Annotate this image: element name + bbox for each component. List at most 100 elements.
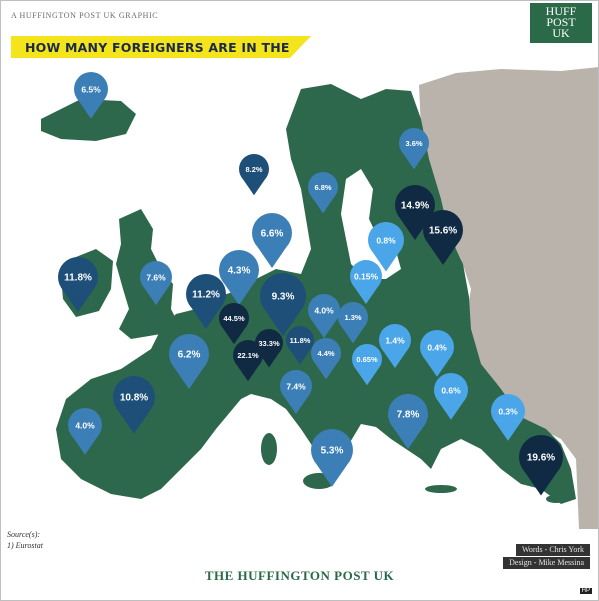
map-pin: 11.8%: [58, 257, 98, 312]
map-pin-head: [311, 429, 353, 471]
map-pin-head: [286, 326, 314, 354]
map-pin-head: [74, 72, 108, 106]
map-pin: 0.3%: [491, 394, 525, 441]
map-pin-head: [308, 172, 338, 202]
map-pin: 4.3%: [219, 250, 259, 305]
map-pin-label: 10.8%: [120, 393, 148, 404]
map-pin: 1.4%: [379, 324, 411, 368]
map-pin-label: 0.4%: [427, 342, 447, 352]
publication-name: THE HUFFINGTON POST UK: [204, 568, 395, 583]
map-pin-label: 7.6%: [146, 272, 166, 282]
map-pin-label: 6.8%: [314, 183, 331, 192]
map-pin-label: 11.8%: [290, 336, 311, 345]
map-pin-head: [113, 376, 155, 418]
map-pin-label: 3.6%: [405, 139, 422, 148]
map-pin-head: [491, 394, 525, 428]
map-pin-head: [169, 334, 209, 374]
credit-words: Words - Chris York: [515, 544, 590, 556]
logo-line: HUFF: [545, 4, 577, 18]
map-pin-head: [239, 154, 269, 184]
map-pin-label: 4.0%: [75, 420, 95, 430]
pins-layer: 6.5% 8.2% 3.6% 6.8% 14.9% 15.6% 6.6% 0.8% 11.8% 7…: [58, 72, 563, 496]
map-pin-label: 15.6%: [429, 226, 457, 237]
map-pin-label: 0.15%: [354, 271, 379, 281]
map-pin-head: [68, 408, 102, 442]
map-pin: 22.1%: [233, 340, 263, 382]
map-pin-head: [311, 338, 341, 368]
map-pin: 4.0%: [68, 408, 102, 455]
huffpost-uk-logo: HUFF POST UK: [530, 3, 592, 43]
map-pin-label: 9.3%: [272, 292, 295, 303]
map-pin-head: [399, 128, 429, 158]
map-pin-head: [252, 213, 292, 253]
map-pin-head: [338, 302, 368, 332]
map-pin-head: [58, 257, 98, 297]
map-pin: 9.3%: [260, 273, 306, 337]
crete: [425, 485, 457, 493]
map-pin-label: 7.8%: [397, 410, 420, 421]
sardinia: [261, 433, 277, 465]
map-pin-label: 0.8%: [376, 235, 396, 245]
map-pin-head: [423, 210, 463, 250]
map-pin-label: 4.3%: [228, 266, 251, 277]
top-caption: A HUFFINGTON POST UK GRAPHIC: [11, 11, 159, 20]
map-pin: 7.6%: [140, 261, 172, 305]
map-pin: 11.2%: [186, 274, 226, 329]
europe-map: 6.5% 8.2% 3.6% 6.8% 14.9% 15.6% 6.6% 0.8% 11.8% 7…: [1, 29, 598, 529]
map-pin: 0.65%: [352, 344, 382, 386]
map-pin-label: 0.6%: [441, 385, 461, 395]
map-pin: 8.2%: [239, 154, 269, 196]
map-pin-label: 6.2%: [178, 350, 201, 361]
map-pin: 4.4%: [311, 338, 341, 380]
map-pin: 0.6%: [434, 373, 468, 420]
map-pin-label: 11.2%: [192, 290, 220, 301]
map-pin-label: 6.6%: [261, 229, 284, 240]
map-pin: 6.6%: [252, 213, 292, 268]
map-pin: 19.6%: [519, 435, 563, 496]
map-pin: 7.8%: [388, 394, 428, 449]
map-pin-head: [280, 370, 312, 402]
map-pin: 6.5%: [74, 72, 108, 119]
map-pin-label: 7.4%: [286, 381, 306, 391]
map-pin: 1.3%: [338, 302, 368, 344]
map-pin: 6.8%: [308, 172, 338, 214]
map-pin: 44.5%: [219, 303, 249, 345]
iceland: [41, 99, 136, 141]
logo-line: POST: [546, 15, 576, 29]
map-pin-head: [233, 340, 263, 370]
map-pin: 6.2%: [169, 334, 209, 389]
map-pin-label: 1.3%: [344, 313, 361, 322]
map-pin-label: 4.4%: [317, 349, 334, 358]
map-pin: 0.4%: [420, 330, 454, 377]
map-pin-head: [350, 260, 382, 292]
map-pin: 0.15%: [350, 260, 382, 304]
map-pin: 10.8%: [113, 376, 155, 434]
map-pin-label: 14.9%: [401, 201, 429, 212]
hp-tag: HP: [579, 588, 592, 594]
map-pin-head: [368, 222, 404, 258]
map-pin-label: 1.4%: [385, 335, 405, 345]
map-pin-head: [388, 394, 428, 434]
map-pin-label: 0.65%: [356, 355, 378, 364]
map-pin-head: [260, 273, 306, 319]
map-pin-head: [352, 344, 382, 374]
map-pin-label: 8.2%: [245, 165, 262, 174]
map-pin: 14.9%: [395, 185, 435, 240]
map-pin: 0.8%: [368, 222, 404, 272]
map-pin-label: 4.0%: [314, 305, 334, 315]
map-pin: 7.4%: [280, 370, 312, 414]
map-pin-head: [219, 303, 249, 333]
map-pin: 15.6%: [423, 210, 463, 265]
map-pin-head: [395, 185, 435, 225]
russia-region: [419, 67, 598, 529]
map-pin: 3.6%: [399, 128, 429, 170]
map-pin: 5.3%: [311, 429, 353, 487]
sources-block: Source(s): 1) Eurostat: [7, 529, 43, 551]
map-pin-head: [420, 330, 454, 364]
page-title: HOW MANY FOREIGNERS ARE IN THE UK?: [25, 40, 290, 70]
map-pin-label: 22.1%: [237, 351, 259, 360]
map-pin-head: [519, 435, 563, 479]
map-pin-label: 33.3%: [258, 339, 280, 348]
map-pin-head: [219, 250, 259, 290]
